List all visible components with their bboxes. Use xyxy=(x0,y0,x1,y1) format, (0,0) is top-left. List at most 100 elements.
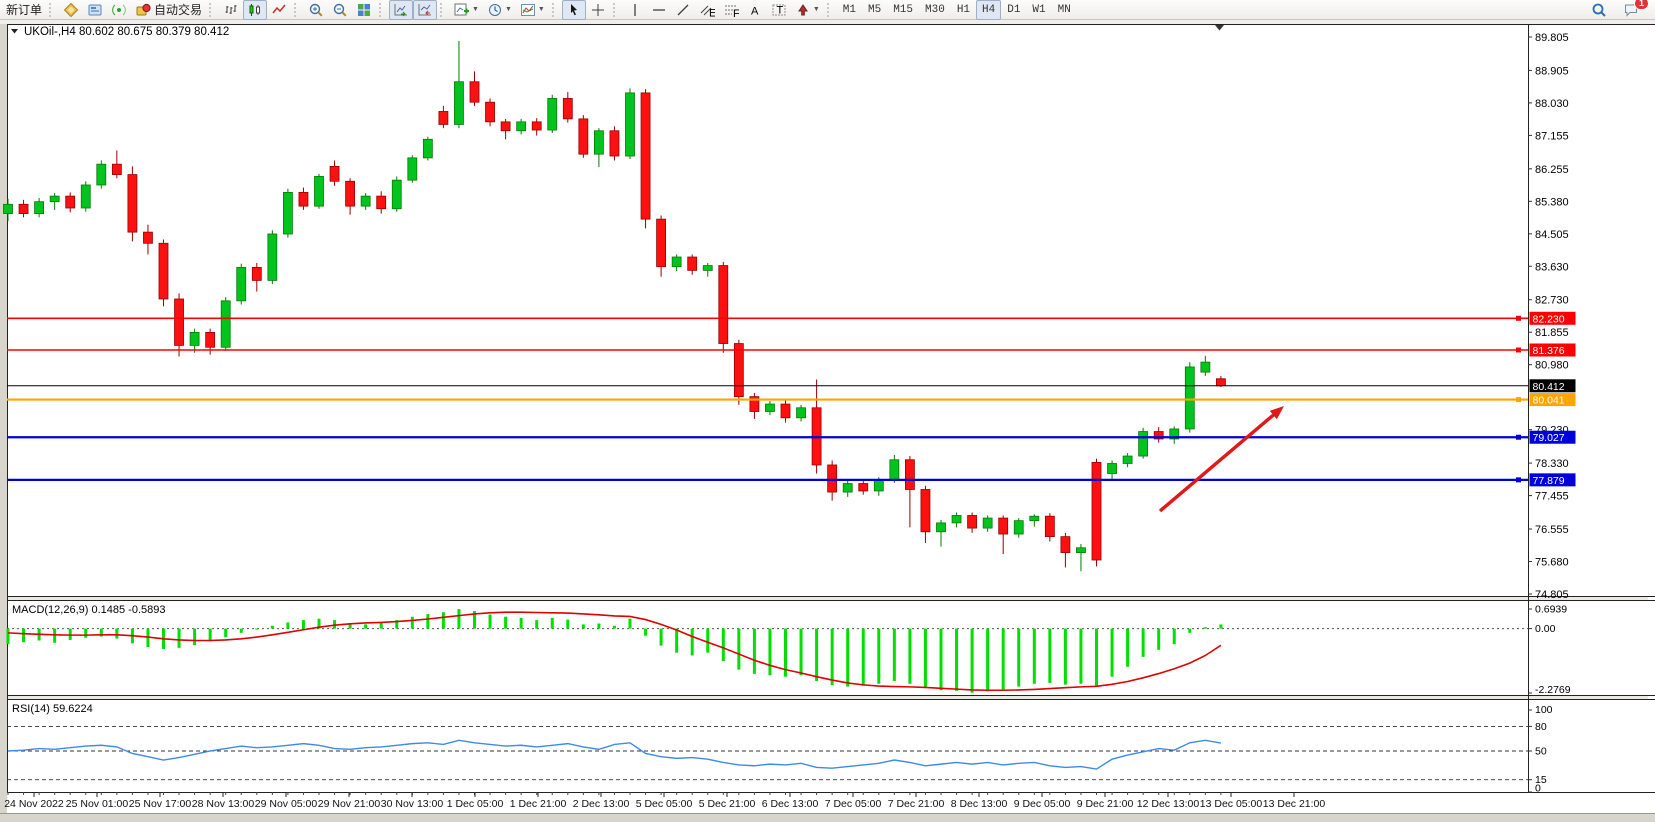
text-button[interactable]: A xyxy=(743,0,767,20)
macd-histogram-bar xyxy=(426,613,430,629)
candle xyxy=(49,195,60,203)
pane-splitter[interactable] xyxy=(7,596,1648,600)
candle xyxy=(625,92,635,157)
macd-histogram-bar xyxy=(115,628,119,639)
macd-histogram-bar xyxy=(923,628,927,688)
chevron-down-icon[interactable]: ▼ xyxy=(504,6,512,13)
macd-histogram-bar xyxy=(364,624,368,629)
zoom-out-button[interactable] xyxy=(328,0,352,20)
cursor-button[interactable] xyxy=(561,0,586,20)
svg-text:E: E xyxy=(709,7,715,18)
zoom-out-icon xyxy=(333,3,347,17)
price-axis[interactable] xyxy=(1529,24,1655,792)
arrows-button[interactable]: ▼ xyxy=(791,0,824,20)
tf-m30[interactable]: M30 xyxy=(919,0,951,20)
chevron-down-icon[interactable]: ▼ xyxy=(472,6,479,13)
cursor-icon xyxy=(570,3,577,15)
time-axis-label: 28 Nov 13:00 xyxy=(192,798,255,810)
macd-histogram-bar xyxy=(675,628,679,653)
candle xyxy=(936,522,946,533)
macd-histogram-bar xyxy=(955,628,959,691)
price-axis-label: 74.805 xyxy=(1535,589,1569,601)
candle xyxy=(205,331,216,348)
line-handle[interactable] xyxy=(1516,397,1521,403)
tf-h4[interactable]: H4 xyxy=(976,0,1002,20)
ohlc-expand-toggle[interactable] xyxy=(11,29,18,34)
time-axis-label: 1 Dec 21:00 xyxy=(510,798,567,810)
crosshair-button[interactable] xyxy=(586,0,610,20)
candle xyxy=(1138,431,1149,457)
zoom-in-button[interactable] xyxy=(304,0,328,20)
time-axis[interactable] xyxy=(7,793,1528,813)
auto-scroll-button[interactable] xyxy=(389,0,414,20)
horizontal-line-button[interactable] xyxy=(647,0,671,20)
chevron-down-icon[interactable]: ▼ xyxy=(537,6,545,13)
tf-mn-label: MN xyxy=(1057,3,1071,16)
svg-text:A: A xyxy=(751,5,759,17)
auto-scroll-icon xyxy=(394,3,408,16)
rsi-axis-label: 0 xyxy=(1535,783,1541,795)
svg-text:F: F xyxy=(733,8,739,18)
line-handle[interactable] xyxy=(1516,315,1521,321)
candle xyxy=(329,166,340,182)
candle xyxy=(905,459,915,490)
periods-button[interactable]: ▼ xyxy=(483,0,516,20)
trend-arrow-head[interactable] xyxy=(1269,406,1284,420)
line-handle[interactable] xyxy=(1516,347,1521,353)
macd-histogram-bar xyxy=(970,628,974,693)
depth-of-market-button[interactable] xyxy=(83,0,107,20)
line-handle[interactable] xyxy=(1516,434,1521,440)
tf-mn[interactable]: MN xyxy=(1052,0,1077,20)
equidistant-channel-button[interactable]: E xyxy=(695,0,719,20)
trend-arrow-annotation[interactable] xyxy=(1158,408,1281,513)
cursor-group xyxy=(561,0,610,20)
fibo-icon: F xyxy=(724,5,739,18)
pane-splitter[interactable] xyxy=(7,695,1648,699)
line-chart-button[interactable] xyxy=(267,0,291,20)
tf-w1[interactable]: W1 xyxy=(1026,0,1051,20)
tile-windows-button[interactable] xyxy=(352,0,376,20)
tf-m5[interactable]: M5 xyxy=(862,0,887,20)
macd-histogram-bar xyxy=(566,619,570,629)
tf-m1[interactable]: M1 xyxy=(837,0,862,20)
macd-histogram-bar xyxy=(1032,628,1036,684)
macd-histogram-bar xyxy=(99,628,103,637)
line-handle[interactable] xyxy=(1516,477,1521,483)
chart-shift-button[interactable] xyxy=(413,0,438,20)
indicators-button[interactable]: ▼ xyxy=(516,0,549,20)
tf-d1[interactable]: D1 xyxy=(1001,0,1026,20)
chart-canvas[interactable]: 89.805 88.905 88.030 87.155 86.255 85.380 84.5… xyxy=(0,20,1655,822)
tf-h1[interactable]: H1 xyxy=(951,0,976,20)
candle xyxy=(967,515,977,529)
time-axis-label: 25 Nov 17:00 xyxy=(129,798,192,810)
new-chart-button[interactable]: ▼ xyxy=(450,0,483,20)
candle xyxy=(174,298,184,346)
macd-histogram-bar xyxy=(84,628,88,638)
macd-histogram-bar xyxy=(1172,628,1176,645)
candle xyxy=(796,407,806,419)
chat-button[interactable]: 1 xyxy=(1619,0,1649,20)
search-button[interactable] xyxy=(1587,0,1611,20)
candle xyxy=(858,483,869,492)
candlestick-button[interactable] xyxy=(243,0,268,20)
new-order-button[interactable]: 新订单 xyxy=(2,0,46,20)
tf-m15-label: M15 xyxy=(893,3,913,16)
bar-chart-button[interactable] xyxy=(219,0,243,20)
text-label-button[interactable]: T xyxy=(767,0,791,20)
chevron-down-icon[interactable]: ▼ xyxy=(812,6,820,13)
trendline-button[interactable] xyxy=(671,0,695,20)
algo-trading-button[interactable]: 自动交易 xyxy=(131,0,206,20)
price-axis-label: 87.155 xyxy=(1535,130,1569,142)
signals-button[interactable] xyxy=(107,0,131,20)
candle xyxy=(1216,378,1226,387)
gold-seal-button[interactable] xyxy=(59,0,83,20)
vertical-line-button[interactable] xyxy=(623,0,647,20)
tf-w1-label: W1 xyxy=(1032,3,1046,16)
macd-histogram-bar xyxy=(815,628,819,681)
candle xyxy=(1060,536,1071,553)
window-left-edge xyxy=(0,24,7,814)
fibonacci-button[interactable]: F xyxy=(719,0,743,20)
tf-m15[interactable]: M15 xyxy=(887,0,919,20)
price-axis-label: 88.030 xyxy=(1535,98,1569,110)
gold-seal-icon xyxy=(63,2,79,17)
